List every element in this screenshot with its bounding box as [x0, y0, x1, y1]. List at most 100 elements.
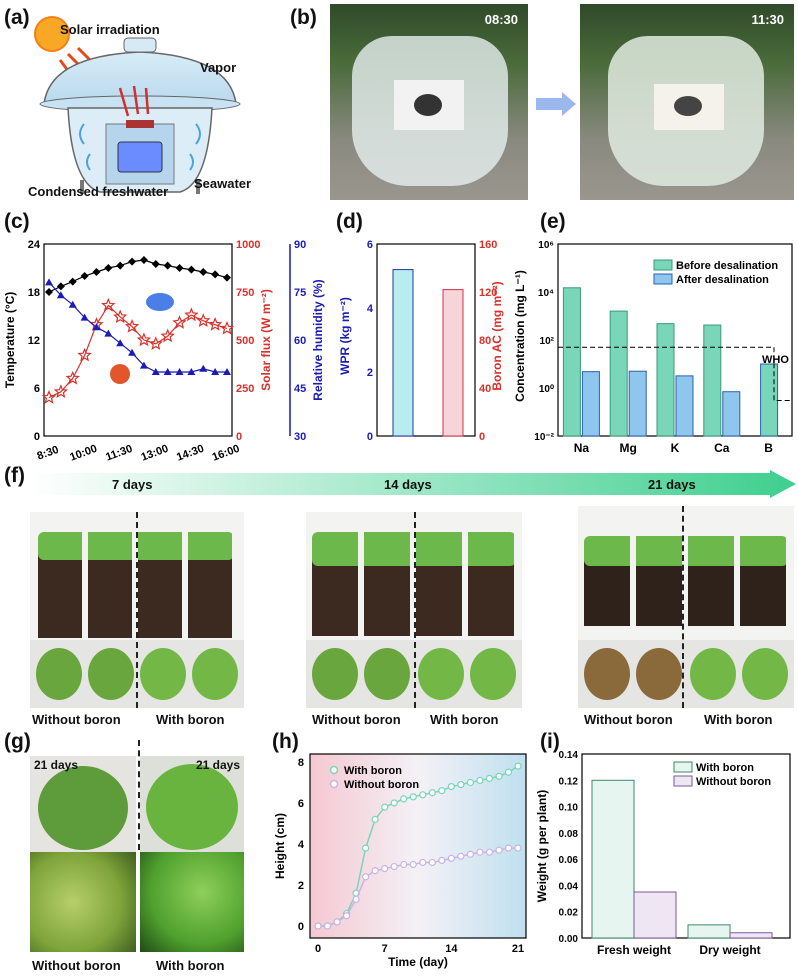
chart-concentration: 10⁻² 10⁰ 10² 10⁴ 10⁶ Concentration (mg L⁻¹) Na… [513, 240, 793, 455]
y-tick-label: 4 [298, 839, 305, 851]
data-point [184, 307, 199, 322]
data-point [223, 368, 231, 375]
vapor-label: Vapor [200, 60, 237, 75]
data-point [199, 268, 208, 276]
plot-frame [43, 243, 233, 437]
y-tick-label: 0.14 [559, 750, 579, 761]
panel-label-b: (b) [290, 6, 317, 29]
y-tick-label: 0.00 [559, 934, 579, 945]
arrow-right-icon [536, 92, 576, 116]
series-line [318, 765, 519, 927]
who-label: WHO [762, 354, 789, 366]
data-point [362, 844, 370, 852]
cloud-icon [146, 293, 174, 311]
y-tick-label: 0.04 [559, 881, 579, 892]
data-point [504, 844, 513, 852]
days-label-without: 21 days [34, 758, 79, 772]
data-point [151, 260, 160, 268]
y-axis-title: Height (cm) [273, 813, 287, 879]
bar-after [628, 370, 647, 437]
data-point [381, 803, 389, 811]
y-tick-label: 90 [294, 239, 306, 251]
data-point [139, 361, 148, 369]
legend-label-after: After desalination [676, 274, 769, 286]
bar-after [675, 375, 694, 437]
legend-label-before: Before desalination [676, 260, 778, 272]
y-tick-label: 6 [298, 798, 304, 810]
bar-before [609, 310, 628, 437]
y-axis-title: Weight (g per plant) [535, 790, 549, 902]
y-tick-label: 250 [236, 383, 254, 395]
panel-label-f: (f) [4, 464, 25, 487]
data-point [400, 795, 408, 803]
y-tick-label: 4 [367, 303, 374, 315]
data-point [342, 912, 351, 920]
photo-dish-without-boron: 21 days [30, 756, 136, 852]
bar-after [760, 363, 779, 437]
y-tick-label: 500 [236, 335, 254, 347]
divider-g [138, 740, 140, 850]
data-point [466, 778, 474, 787]
y-axis-title-left: WPR (kg m⁻²) [338, 297, 352, 375]
data-point [371, 815, 379, 824]
legend-label: Without boron [696, 776, 771, 788]
bar-with-boron [591, 779, 635, 939]
legend-label: With boron [696, 762, 754, 774]
data-point [104, 329, 113, 337]
data-point [438, 856, 446, 865]
legend-swatch [673, 761, 693, 773]
x-tick-label: Na [574, 441, 590, 455]
data-point [514, 844, 522, 852]
data-point [139, 256, 148, 264]
legend-swatch-before [653, 259, 673, 271]
chart-wpr-boron: 0 2 4 6 0 40 80 120 160 WPR (kg m⁻²) Boron AC (mg … [338, 239, 504, 443]
data-point [390, 799, 398, 807]
x-tick-label: Dry weight [699, 943, 760, 957]
data-point [419, 858, 427, 867]
y-tick-label: 0 [367, 431, 373, 443]
data-point [333, 918, 341, 926]
data-point [116, 339, 125, 347]
data-point [495, 772, 503, 780]
y-tick-label: 10⁴ [538, 288, 554, 299]
y-tick-label: 40 [479, 383, 491, 395]
days-label-with: 21 days [195, 758, 240, 772]
x-tick-label: 21 [512, 943, 524, 955]
y-tick-label: 10² [540, 336, 555, 347]
data-point [223, 273, 231, 282]
without-boron-21d: Without boron [584, 712, 673, 727]
panel-label-a: (a) [4, 6, 30, 29]
x-tick-label: Mg [620, 441, 637, 455]
data-point [409, 793, 417, 801]
x-tick-label: 13:00 [140, 443, 171, 464]
plot-frame [557, 243, 793, 437]
data-point [211, 270, 220, 279]
data-point [409, 860, 417, 869]
y-tick-label: 0.02 [559, 908, 579, 919]
data-point [56, 282, 65, 291]
divider-21days [682, 506, 684, 708]
x-tick-label: 16:00 [211, 443, 242, 464]
x-tick-label: 14 [445, 943, 458, 955]
photo-desiccator-0830: 08:30 [330, 4, 528, 200]
y-tick-label: 80 [479, 335, 491, 347]
y-tick-label: 0.10 [559, 803, 579, 814]
data-point [362, 873, 370, 881]
photo-plants-14days [306, 512, 522, 708]
who-limit-line [558, 346, 792, 402]
data-point [381, 864, 389, 873]
data-point [45, 288, 53, 296]
data-point [41, 390, 57, 404]
panel-label-e: (e) [540, 210, 566, 233]
photo-desiccator-1130: 11:30 [580, 4, 794, 200]
data-point [128, 257, 137, 266]
without-boron-g: Without boron [32, 958, 121, 973]
data-point [56, 291, 65, 299]
data-point [163, 261, 172, 270]
data-point [428, 789, 436, 797]
y-tick-label: 1000 [236, 239, 260, 251]
y-tick-label: 10⁶ [538, 240, 554, 251]
x-tick-label: K [671, 441, 680, 455]
data-point [148, 336, 163, 350]
data-point [68, 277, 77, 286]
